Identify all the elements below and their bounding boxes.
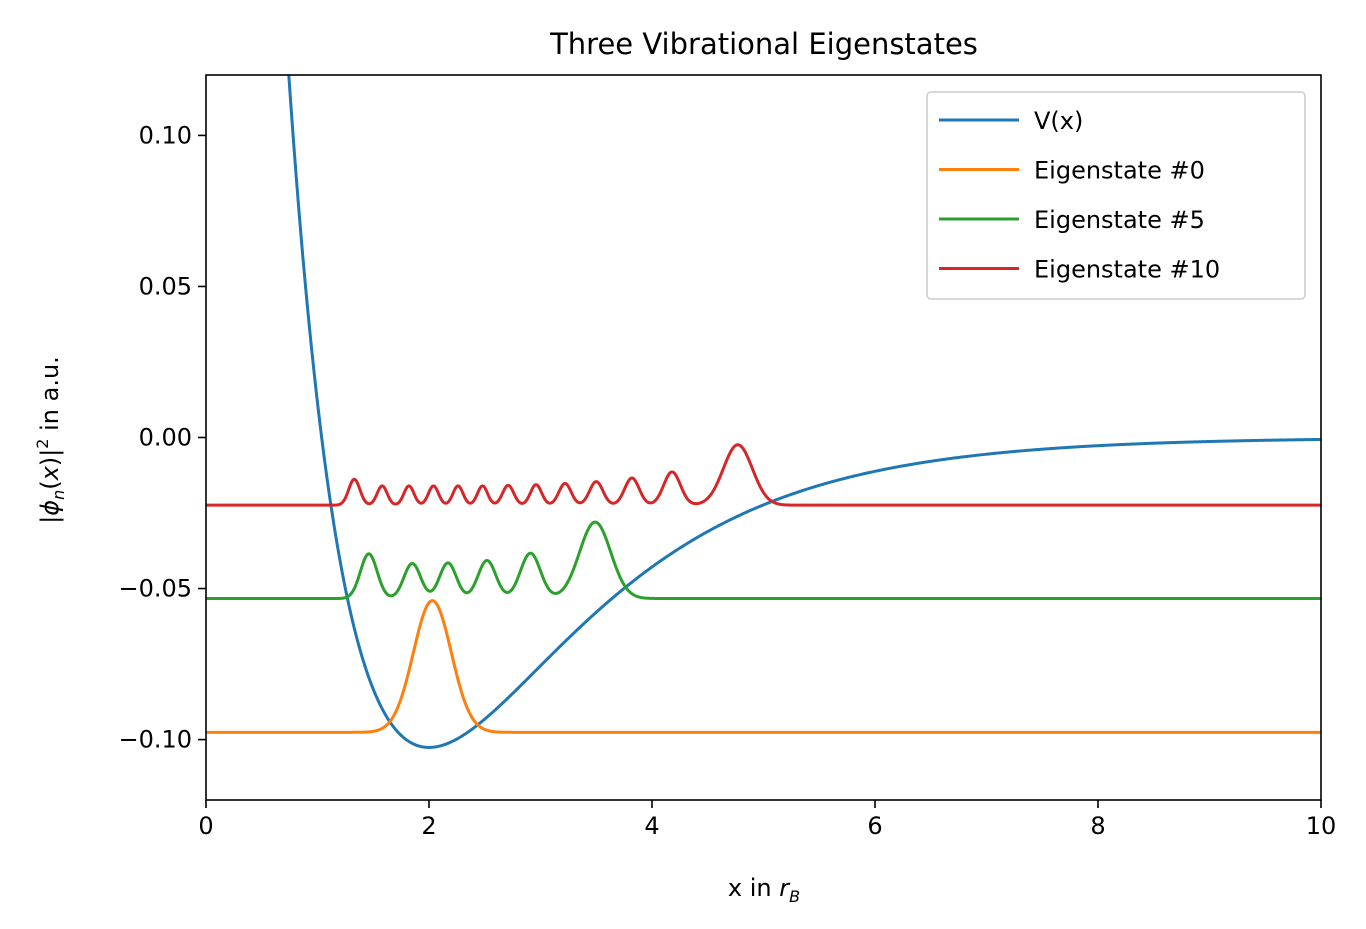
x-tick-label: 0 — [198, 812, 213, 840]
series-line-2 — [206, 520, 1321, 601]
x-axis-label-main: x in — [728, 874, 779, 902]
y-tick-label: −0.05 — [118, 575, 192, 603]
y-tick-label: 0.00 — [139, 424, 192, 452]
y-tick-label: −0.10 — [118, 726, 192, 754]
legend-label-0: V(x) — [1034, 107, 1083, 135]
legend-label-1: Eigenstate #0 — [1034, 157, 1205, 185]
chart-title: Three Vibrational Eigenstates — [549, 27, 978, 61]
y-tick-label: 0.10 — [139, 121, 192, 149]
x-tick-label: 4 — [644, 812, 659, 840]
y-tick-label: 0.05 — [139, 272, 192, 300]
y-axis-label-phi: ϕ — [36, 500, 64, 516]
x-tick-label: 2 — [421, 812, 436, 840]
x-axis-label-sub: B — [789, 887, 800, 906]
y-axis-label-post: )| — [36, 449, 64, 466]
x-axis-label-var: r — [779, 874, 791, 902]
y-axis-label-pre: | — [36, 516, 64, 524]
plot-lines — [206, 75, 1321, 749]
legend-label-2: Eigenstate #5 — [1034, 206, 1205, 234]
legend-label-3: Eigenstate #10 — [1034, 256, 1220, 284]
y-axis-ticks: −0.10 −0.05 0.00 0.05 0.10 — [118, 121, 206, 754]
x-tick-label: 10 — [1306, 812, 1337, 840]
y-axis-label-sub: n — [49, 490, 68, 500]
y-axis-label-mid: ( — [36, 480, 64, 489]
y-axis-label-sup: 2 — [33, 439, 52, 449]
legend-frame — [926, 91, 1306, 300]
series-line-0 — [287, 75, 1321, 749]
x-axis-ticks: 0 2 4 6 8 10 — [198, 800, 1336, 840]
x-tick-label: 6 — [867, 812, 882, 840]
legend: V(x) Eigenstate #0 Eigenstate #5 Eigenstate… — [926, 91, 1306, 300]
y-axis-label: |ϕn(x)|2 in a.u. — [33, 356, 68, 524]
y-axis-label-suffix: in a.u. — [36, 356, 64, 438]
series-line-3 — [206, 443, 1321, 507]
y-axis-label-x: x — [36, 465, 64, 481]
x-tick-label: 8 — [1090, 812, 1105, 840]
series-line-1 — [206, 599, 1321, 734]
x-axis-label: x in rB — [728, 874, 800, 906]
